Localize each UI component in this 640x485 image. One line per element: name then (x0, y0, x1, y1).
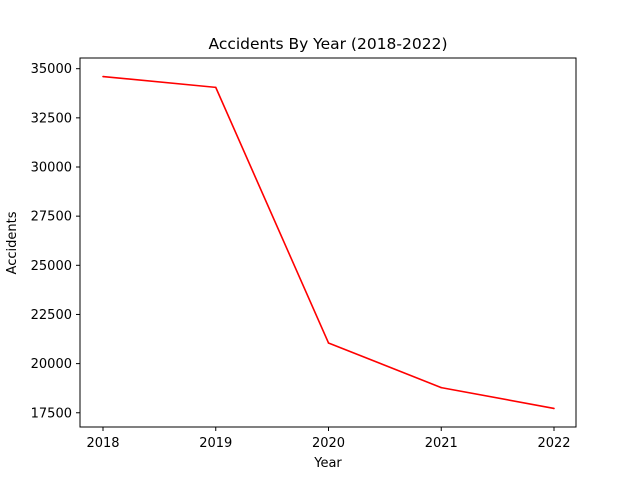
chart-title: Accidents By Year (2018-2022) (208, 35, 447, 53)
x-axis-label: Year (313, 456, 342, 471)
data-point (327, 342, 330, 344)
data-point (440, 386, 443, 389)
y-tick-label: 22500 (31, 308, 72, 323)
x-tick-label: 2022 (537, 436, 570, 451)
x-tick-label: 2020 (312, 436, 345, 451)
y-axis: 17500 20000 22500 25000 27500 30000 32500 35000 (31, 62, 80, 421)
y-axis-label: Accidents (5, 211, 20, 274)
series-line (102, 75, 555, 410)
y-tick-label: 35000 (31, 62, 72, 77)
data-point (214, 86, 217, 89)
plot-area-frame (79, 57, 577, 428)
data-point (102, 75, 104, 78)
y-tick-label: 30000 (31, 161, 72, 176)
y-tick-label: 27500 (31, 210, 72, 225)
x-tick-label: 2021 (425, 436, 458, 451)
y-tick-label: 25000 (31, 259, 72, 274)
series-layer (102, 75, 555, 410)
data-point (553, 407, 555, 410)
x-tick-label: 2019 (199, 436, 232, 451)
y-tick-label: 20000 (31, 357, 72, 372)
y-tick-label: 17500 (31, 406, 72, 421)
x-axis: 2018 2019 2020 2021 2022 (86, 427, 571, 451)
y-tick-label: 32500 (31, 111, 72, 126)
x-tick-label: 2018 (86, 436, 119, 451)
